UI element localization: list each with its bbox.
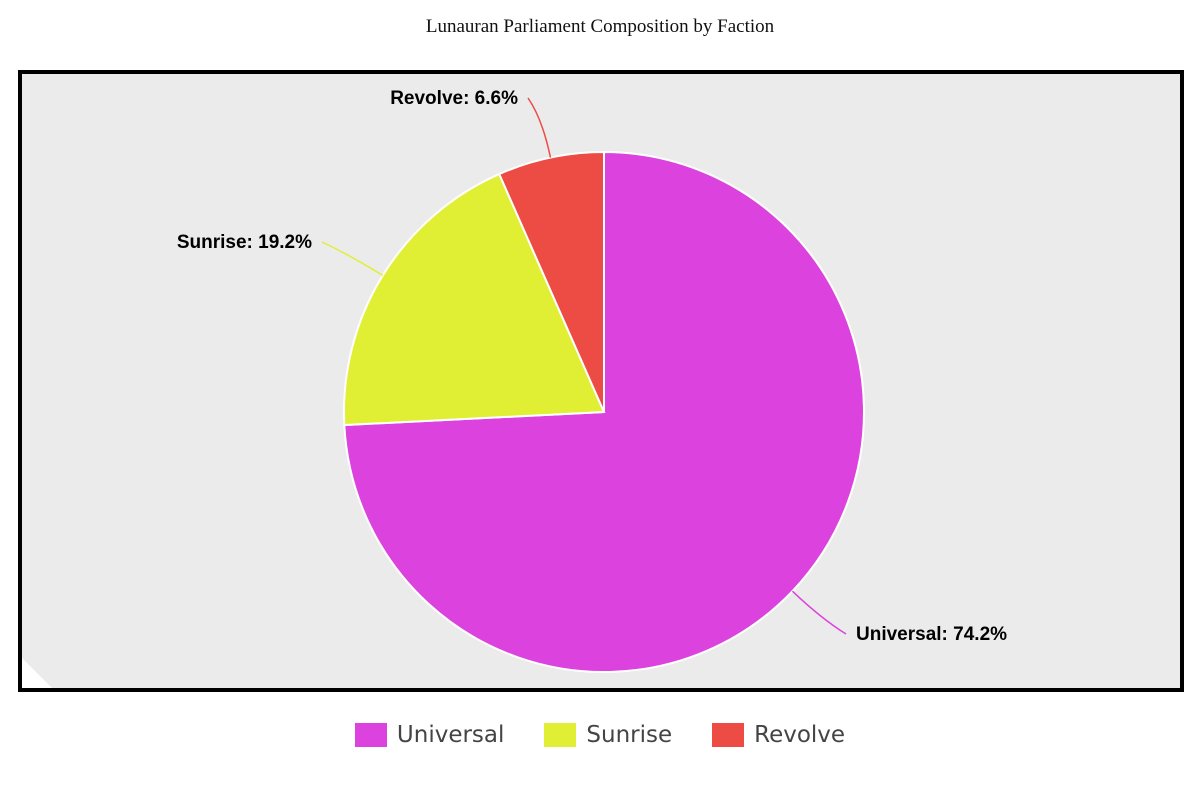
plot-area: Universal: 74.2% Sunrise: 19.2% Revolve: 6… (18, 70, 1184, 692)
slice-label-universal: Universal: 74.2% (856, 624, 1007, 645)
legend-item-revolve[interactable]: Revolve (712, 722, 845, 748)
leader-line-universal (791, 590, 847, 635)
legend-item-sunrise[interactable]: Sunrise (544, 722, 672, 748)
legend: Universal Sunrise Revolve (0, 722, 1200, 748)
leader-line-sunrise (321, 241, 384, 277)
pie-slice-sunrise[interactable] (343, 172, 606, 427)
legend-label-sunrise: Sunrise (586, 722, 673, 748)
leader-line-revolve (527, 97, 552, 158)
legend-item-universal[interactable]: Universal (354, 722, 505, 748)
legend-swatch-revolve (712, 723, 745, 747)
leader-lines (321, 97, 847, 635)
legend-label-revolve: Revolve (754, 722, 846, 748)
legend-swatch-universal (354, 723, 387, 747)
slice-labels: Universal: 74.2% Sunrise: 19.2% Revolve: 6… (177, 88, 1007, 645)
pie-slices (343, 150, 865, 673)
legend-label-universal: Universal (396, 722, 505, 748)
slice-label-revolve: Revolve: 6.6% (390, 88, 518, 109)
slice-label-sunrise: Sunrise: 19.2% (177, 232, 312, 253)
pie-slice-revolve[interactable] (497, 150, 605, 413)
pie-chart: Universal: 74.2% Sunrise: 19.2% Revolve: 6… (22, 74, 1180, 688)
chart-title: Lunauran Parliament Composition by Facti… (425, 16, 775, 37)
legend-swatch-sunrise (544, 723, 577, 747)
